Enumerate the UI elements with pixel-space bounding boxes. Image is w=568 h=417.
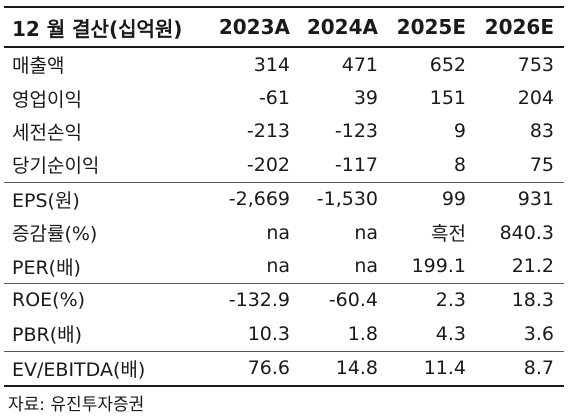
row-label: EPS(원) (12, 189, 80, 212)
cell-value: -123 (334, 120, 378, 143)
row-label: PER(배) (12, 256, 81, 279)
cell-value: -2,669 (228, 188, 290, 211)
table-row: 영업이익 -61 39 151 204 (4, 81, 564, 114)
cell-value: 75 (529, 153, 554, 176)
cell-value: na (266, 221, 290, 244)
cell-value: 14.8 (335, 357, 378, 380)
header-year-2023a: 2023A (218, 15, 290, 39)
cell-value: 8 (453, 153, 466, 176)
cell-value: 652 (429, 53, 466, 76)
cell-value: -213 (246, 120, 290, 143)
row-label: 증감률(%) (12, 223, 98, 246)
cell-value: 83 (529, 120, 554, 143)
header-label: 12 월 결산(십억원) (12, 16, 183, 41)
header-year-2024a: 2024A (306, 15, 378, 39)
table-row: 매출액 314 471 652 753 (4, 47, 564, 81)
financial-table: 12 월 결산(십억원) 2023A 2024A 2025E 2026E 매출액… (4, 6, 564, 387)
cell-value: 11.4 (423, 357, 466, 380)
table-row: 당기순이익 -202 -117 8 75 (4, 148, 564, 183)
cell-value: 39 (353, 87, 378, 110)
cell-value: 1.8 (347, 322, 378, 345)
header-year-2025e: 2025E (396, 15, 466, 39)
row-label: 영업이익 (12, 88, 82, 111)
cell-value: 151 (429, 87, 466, 110)
cell-value: 76.6 (247, 357, 290, 380)
header-row: 12 월 결산(십억원) 2023A 2024A 2025E 2026E (4, 7, 564, 47)
cell-value: -61 (258, 87, 290, 110)
cell-value: 314 (253, 53, 290, 76)
cell-value: na (266, 255, 290, 278)
row-label: ROE(%) (12, 289, 86, 312)
cell-value: -117 (334, 153, 378, 176)
group-valuation: EV/EBITDA(배) 76.6 14.8 11.4 8.7 (4, 351, 564, 386)
source-note: 자료: 유진투자증권 (8, 395, 145, 415)
group-income: 매출액 314 471 652 753 영업이익 -61 39 151 204 … (4, 47, 564, 183)
row-label: 매출액 (12, 55, 65, 78)
row-label: 세전손익 (12, 121, 82, 144)
cell-value: 931 (517, 188, 554, 211)
cell-value: 199.1 (411, 255, 466, 278)
cell-value: 753 (517, 53, 554, 76)
cell-value: -202 (246, 153, 290, 176)
group-returns: ROE(%) -132.9 -60.4 2.3 18.3 PBR(배) 10.3… (4, 283, 564, 352)
table-row: PBR(배) 10.3 1.8 4.3 3.6 (4, 317, 564, 352)
cell-value: 4.3 (435, 322, 466, 345)
cell-value: 9 (453, 120, 466, 143)
row-label: EV/EBITDA(배) (12, 358, 146, 381)
header-year-2026e: 2026E (484, 15, 554, 39)
cell-value: 21.2 (511, 255, 554, 278)
row-label: 당기순이익 (12, 155, 100, 178)
cell-value: 18.3 (511, 289, 554, 312)
table-row: PER(배) na na 199.1 21.2 (4, 249, 564, 284)
cell-value: -1,530 (316, 188, 378, 211)
cell-value: 99 (441, 188, 466, 211)
cell-value: -60.4 (328, 289, 378, 312)
table-row: 세전손익 -213 -123 9 83 (4, 115, 564, 148)
cell-value: na (354, 221, 378, 244)
cell-value: na (354, 255, 378, 278)
table-row: EPS(원) -2,669 -1,530 99 931 (4, 182, 564, 216)
table-row: 증감률(%) na na 흑전 840.3 (4, 216, 564, 249)
cell-value: -132.9 (228, 289, 290, 312)
table-header: 12 월 결산(십억원) 2023A 2024A 2025E 2026E (4, 7, 564, 47)
cell-value: 204 (517, 87, 554, 110)
cell-value: 471 (341, 53, 378, 76)
row-label: PBR(배) (12, 324, 82, 347)
cell-value: 10.3 (247, 322, 290, 345)
cell-value: 840.3 (499, 221, 554, 244)
cell-value: 2.3 (435, 289, 466, 312)
cell-value: 8.7 (523, 357, 554, 380)
group-per-share: EPS(원) -2,669 -1,530 99 931 증감률(%) na na… (4, 182, 564, 284)
cell-value: 흑전 (431, 223, 466, 246)
table-row: ROE(%) -132.9 -60.4 2.3 18.3 (4, 283, 564, 317)
cell-value: 3.6 (523, 322, 554, 345)
table-row: EV/EBITDA(배) 76.6 14.8 11.4 8.7 (4, 351, 564, 386)
